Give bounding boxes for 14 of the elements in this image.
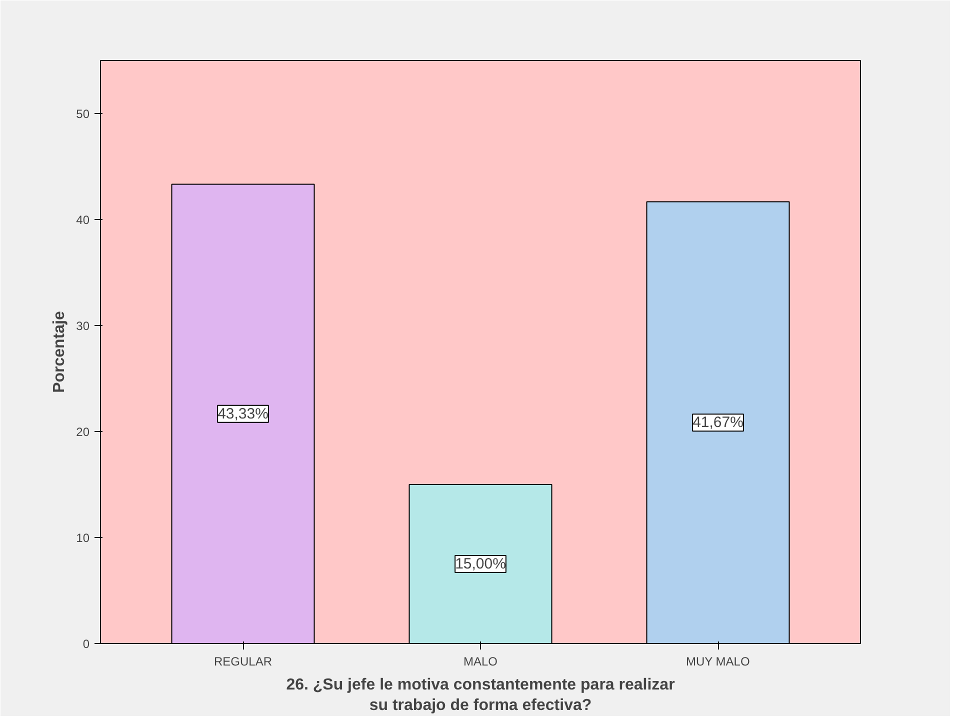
x-axis-title: 26. ¿Su jefe le motiva constantemente para realizar su trabajo de forma efectiva?	[286, 676, 675, 714]
y-tick-label: 20	[76, 425, 90, 439]
y-axis-title: Porcentaje	[51, 310, 68, 393]
x-tick-label: MALO	[463, 654, 498, 668]
y-tick-label: 10	[76, 531, 90, 545]
data-label: 15,00%	[455, 556, 506, 572]
data-label: 43,33%	[218, 405, 268, 422]
data-label: 41,67%	[692, 414, 744, 432]
x-tick-label: MUY MALO	[686, 654, 750, 668]
y-tick-label: 50	[76, 107, 90, 121]
y-tick-label: 30	[76, 319, 90, 333]
y-tick-label: 40	[76, 213, 90, 227]
y-tick-label: 0	[82, 637, 90, 651]
x-tick-label: REGULAR	[214, 654, 272, 668]
